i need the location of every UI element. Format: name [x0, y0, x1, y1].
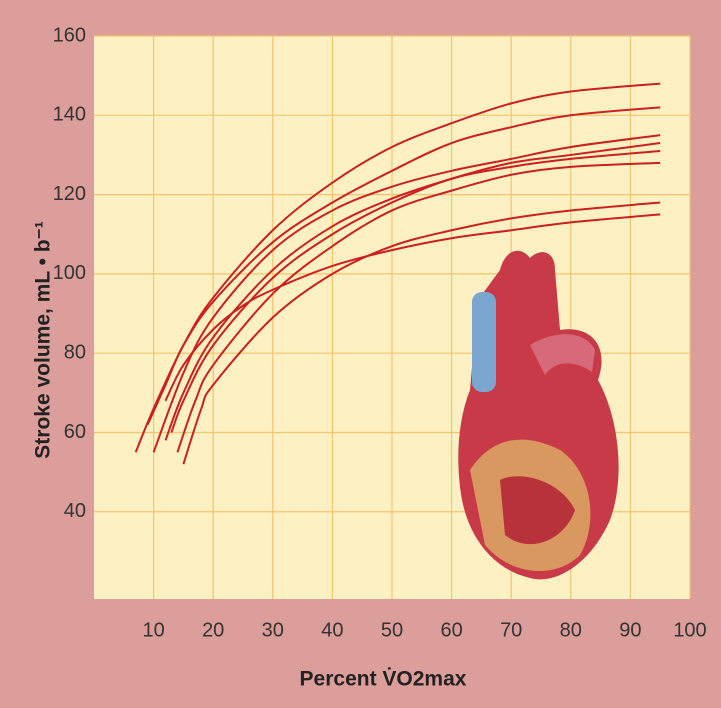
curve	[170, 149, 661, 433]
curve	[164, 142, 661, 441]
x-tick-label: 90	[619, 619, 641, 641]
x-tick-label: 20	[202, 619, 224, 641]
x-axis-label: Percent V̇O2max	[300, 667, 467, 691]
x-tick-label: 10	[142, 619, 164, 641]
y-tick-label: 40	[64, 500, 86, 522]
y-tick-label: 160	[53, 24, 86, 46]
curve	[164, 213, 661, 402]
y-tick-label: 80	[64, 341, 86, 363]
y-tick-label: 140	[53, 104, 86, 126]
heart-illustration	[458, 250, 619, 580]
x-tick-label: 80	[560, 619, 582, 641]
curve	[146, 106, 661, 425]
y-tick-label: 120	[53, 183, 86, 205]
x-tick-label: 40	[321, 619, 343, 641]
y-axis-label: Stroke volume, mL • b⁻¹	[32, 221, 55, 458]
x-tick-label: 70	[500, 619, 522, 641]
curve	[176, 161, 661, 453]
curve	[182, 201, 661, 465]
x-tick-label: 30	[262, 619, 284, 641]
y-tick-label: 100	[53, 262, 86, 284]
x-tick-label: 100	[673, 619, 706, 641]
x-tick-label: 50	[381, 619, 403, 641]
x-tick-label: 60	[440, 619, 462, 641]
y-tick-label: 60	[64, 421, 86, 443]
